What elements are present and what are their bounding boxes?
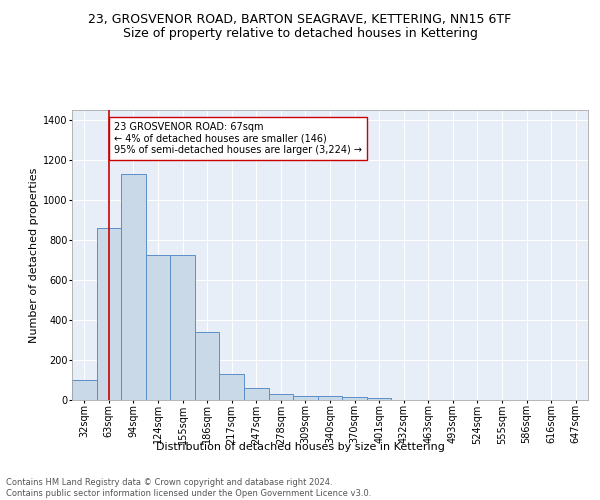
- Text: Contains HM Land Registry data © Crown copyright and database right 2024.
Contai: Contains HM Land Registry data © Crown c…: [6, 478, 371, 498]
- Bar: [220, 374, 244, 400]
- Text: Size of property relative to detached houses in Kettering: Size of property relative to detached ho…: [122, 28, 478, 40]
- Bar: [170, 255, 195, 400]
- Bar: [293, 396, 318, 400]
- Bar: [367, 398, 391, 400]
- Bar: [72, 380, 97, 400]
- Text: 23 GROSVENOR ROAD: 67sqm
← 4% of detached houses are smaller (146)
95% of semi-d: 23 GROSVENOR ROAD: 67sqm ← 4% of detache…: [114, 122, 362, 155]
- Bar: [269, 394, 293, 400]
- Bar: [97, 228, 121, 400]
- Text: 23, GROSVENOR ROAD, BARTON SEAGRAVE, KETTERING, NN15 6TF: 23, GROSVENOR ROAD, BARTON SEAGRAVE, KET…: [88, 12, 512, 26]
- Bar: [244, 388, 269, 400]
- Bar: [318, 396, 342, 400]
- Bar: [146, 255, 170, 400]
- Bar: [342, 397, 367, 400]
- Bar: [195, 332, 220, 400]
- Y-axis label: Number of detached properties: Number of detached properties: [29, 168, 39, 342]
- Bar: [121, 174, 146, 400]
- Text: Distribution of detached houses by size in Kettering: Distribution of detached houses by size …: [155, 442, 445, 452]
